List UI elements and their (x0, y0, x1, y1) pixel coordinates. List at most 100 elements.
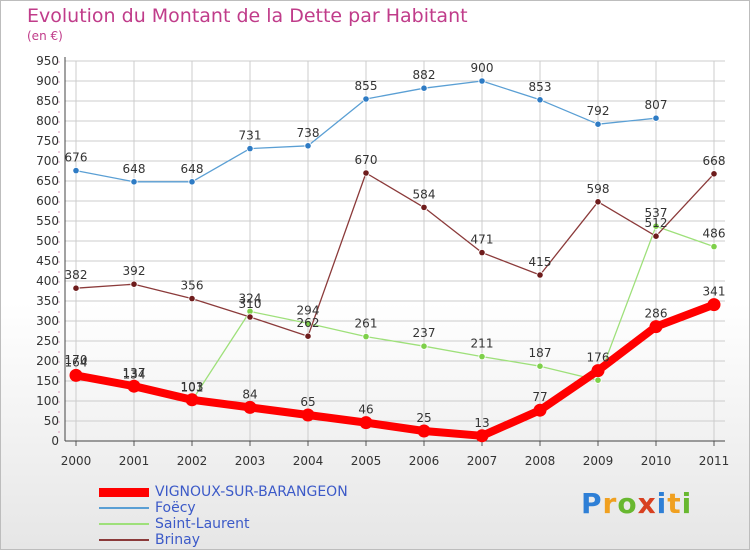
data-label: 237 (413, 326, 436, 340)
data-point (72, 167, 80, 175)
logo-letter: t (667, 487, 682, 520)
data-label: 792 (587, 104, 610, 118)
legend-item-saint-laurent: Saint-Laurent (99, 516, 419, 533)
logo-letter: i (656, 487, 668, 520)
data-label: 164 (65, 355, 88, 369)
data-label: 537 (645, 206, 668, 220)
data-point (246, 313, 254, 321)
data-point (69, 368, 83, 382)
data-label: 187 (529, 346, 552, 360)
x-tick-label: 2002 (177, 454, 208, 468)
data-label: 103 (181, 380, 204, 394)
grid-layer (65, 60, 725, 442)
y-tick-label: 150 (36, 374, 59, 388)
data-point (417, 424, 431, 438)
data-label: 648 (181, 162, 204, 176)
data-label: 853 (529, 80, 552, 94)
data-label: 676 (65, 151, 88, 165)
legend-swatch-brinay (99, 539, 149, 541)
data-point (707, 298, 721, 312)
data-point (594, 120, 602, 128)
data-point (246, 145, 254, 153)
data-point (362, 95, 370, 103)
data-label: 584 (413, 187, 436, 201)
data-label: 900 (471, 61, 494, 75)
legend-swatch-foecy (99, 507, 149, 509)
axis-layer: 0 50 100 150 200 250 300 350 400 450 500 550 600 650 7… (36, 54, 729, 468)
y-tick-label: 850 (36, 94, 59, 108)
logo-letter: i (681, 487, 693, 520)
data-label: 25 (416, 411, 431, 425)
y-tick-label: 100 (36, 394, 59, 408)
x-tick-label: 2008 (525, 454, 556, 468)
y-tick-label: 650 (36, 174, 59, 188)
legend-label-vignoux: VIGNOUX-SUR-BARANGEON (155, 484, 348, 500)
logo-letter: r (602, 487, 618, 520)
logo-letter: o (617, 487, 638, 520)
data-point (652, 114, 660, 122)
data-point (652, 232, 660, 240)
data-label: 598 (587, 182, 610, 196)
data-point (362, 169, 370, 177)
legend-item-brinay: Brinay (99, 532, 419, 549)
data-label: 262 (297, 316, 320, 330)
data-label: 882 (413, 68, 436, 82)
data-point (594, 198, 602, 206)
data-label: 415 (529, 255, 552, 269)
legend-label-foecy: Foëcy (155, 500, 196, 516)
y-tick-label: 950 (36, 54, 59, 68)
x-tick-label: 2011 (699, 454, 730, 468)
data-point (536, 271, 544, 279)
data-point (130, 280, 138, 288)
data-point (185, 393, 199, 407)
data-point (420, 342, 428, 350)
data-label: 137 (123, 366, 146, 380)
data-point (478, 249, 486, 257)
data-point (420, 84, 428, 92)
data-point (127, 379, 141, 393)
legend-swatch-saint-laurent (99, 523, 149, 525)
data-point (72, 284, 80, 292)
data-label: 261 (355, 317, 378, 331)
data-label: 324 (239, 291, 262, 305)
logo-letter: P (581, 487, 603, 520)
data-label: 807 (645, 98, 668, 112)
data-label: 648 (123, 162, 146, 176)
data-label: 310 (239, 297, 262, 311)
x-tick-label: 2000 (61, 454, 92, 468)
data-label: 855 (355, 79, 378, 93)
y-tick-label: 500 (36, 234, 59, 248)
y-tick-label: 250 (36, 334, 59, 348)
data-label: 176 (587, 351, 610, 365)
legend-item-foecy: Foëcy (99, 500, 419, 517)
data-label: 65 (300, 395, 315, 409)
data-label: 134 (123, 367, 146, 381)
data-label: 668 (703, 154, 726, 168)
data-label: 512 (645, 216, 668, 230)
y-tick-label: 0 (51, 434, 59, 448)
y-tick-label: 400 (36, 274, 59, 288)
data-label: 77 (532, 390, 547, 404)
series-line (75, 225, 715, 402)
data-point (188, 178, 196, 186)
y-tick-label: 600 (36, 194, 59, 208)
data-point (188, 294, 196, 303)
y-tick-label: 550 (36, 214, 59, 228)
proxiti-logo: Proxiti (581, 487, 692, 520)
chart-title: Evolution du Montant de la Dette par Hab… (27, 5, 468, 27)
y-tick-label: 300 (36, 314, 59, 328)
data-label: 341 (703, 285, 726, 299)
x-tick-label: 2009 (583, 454, 614, 468)
data-point (243, 400, 257, 414)
data-point (649, 320, 663, 334)
data-label: 101 (181, 381, 204, 395)
y-tick-label: 50 (44, 414, 59, 428)
data-point (591, 364, 605, 378)
data-point (478, 77, 486, 85)
legend-swatch-vignoux (99, 488, 149, 497)
x-tick-label: 2005 (351, 454, 382, 468)
data-point (536, 362, 544, 370)
x-tick-label: 2003 (235, 454, 266, 468)
y-tick-label: 350 (36, 294, 59, 308)
